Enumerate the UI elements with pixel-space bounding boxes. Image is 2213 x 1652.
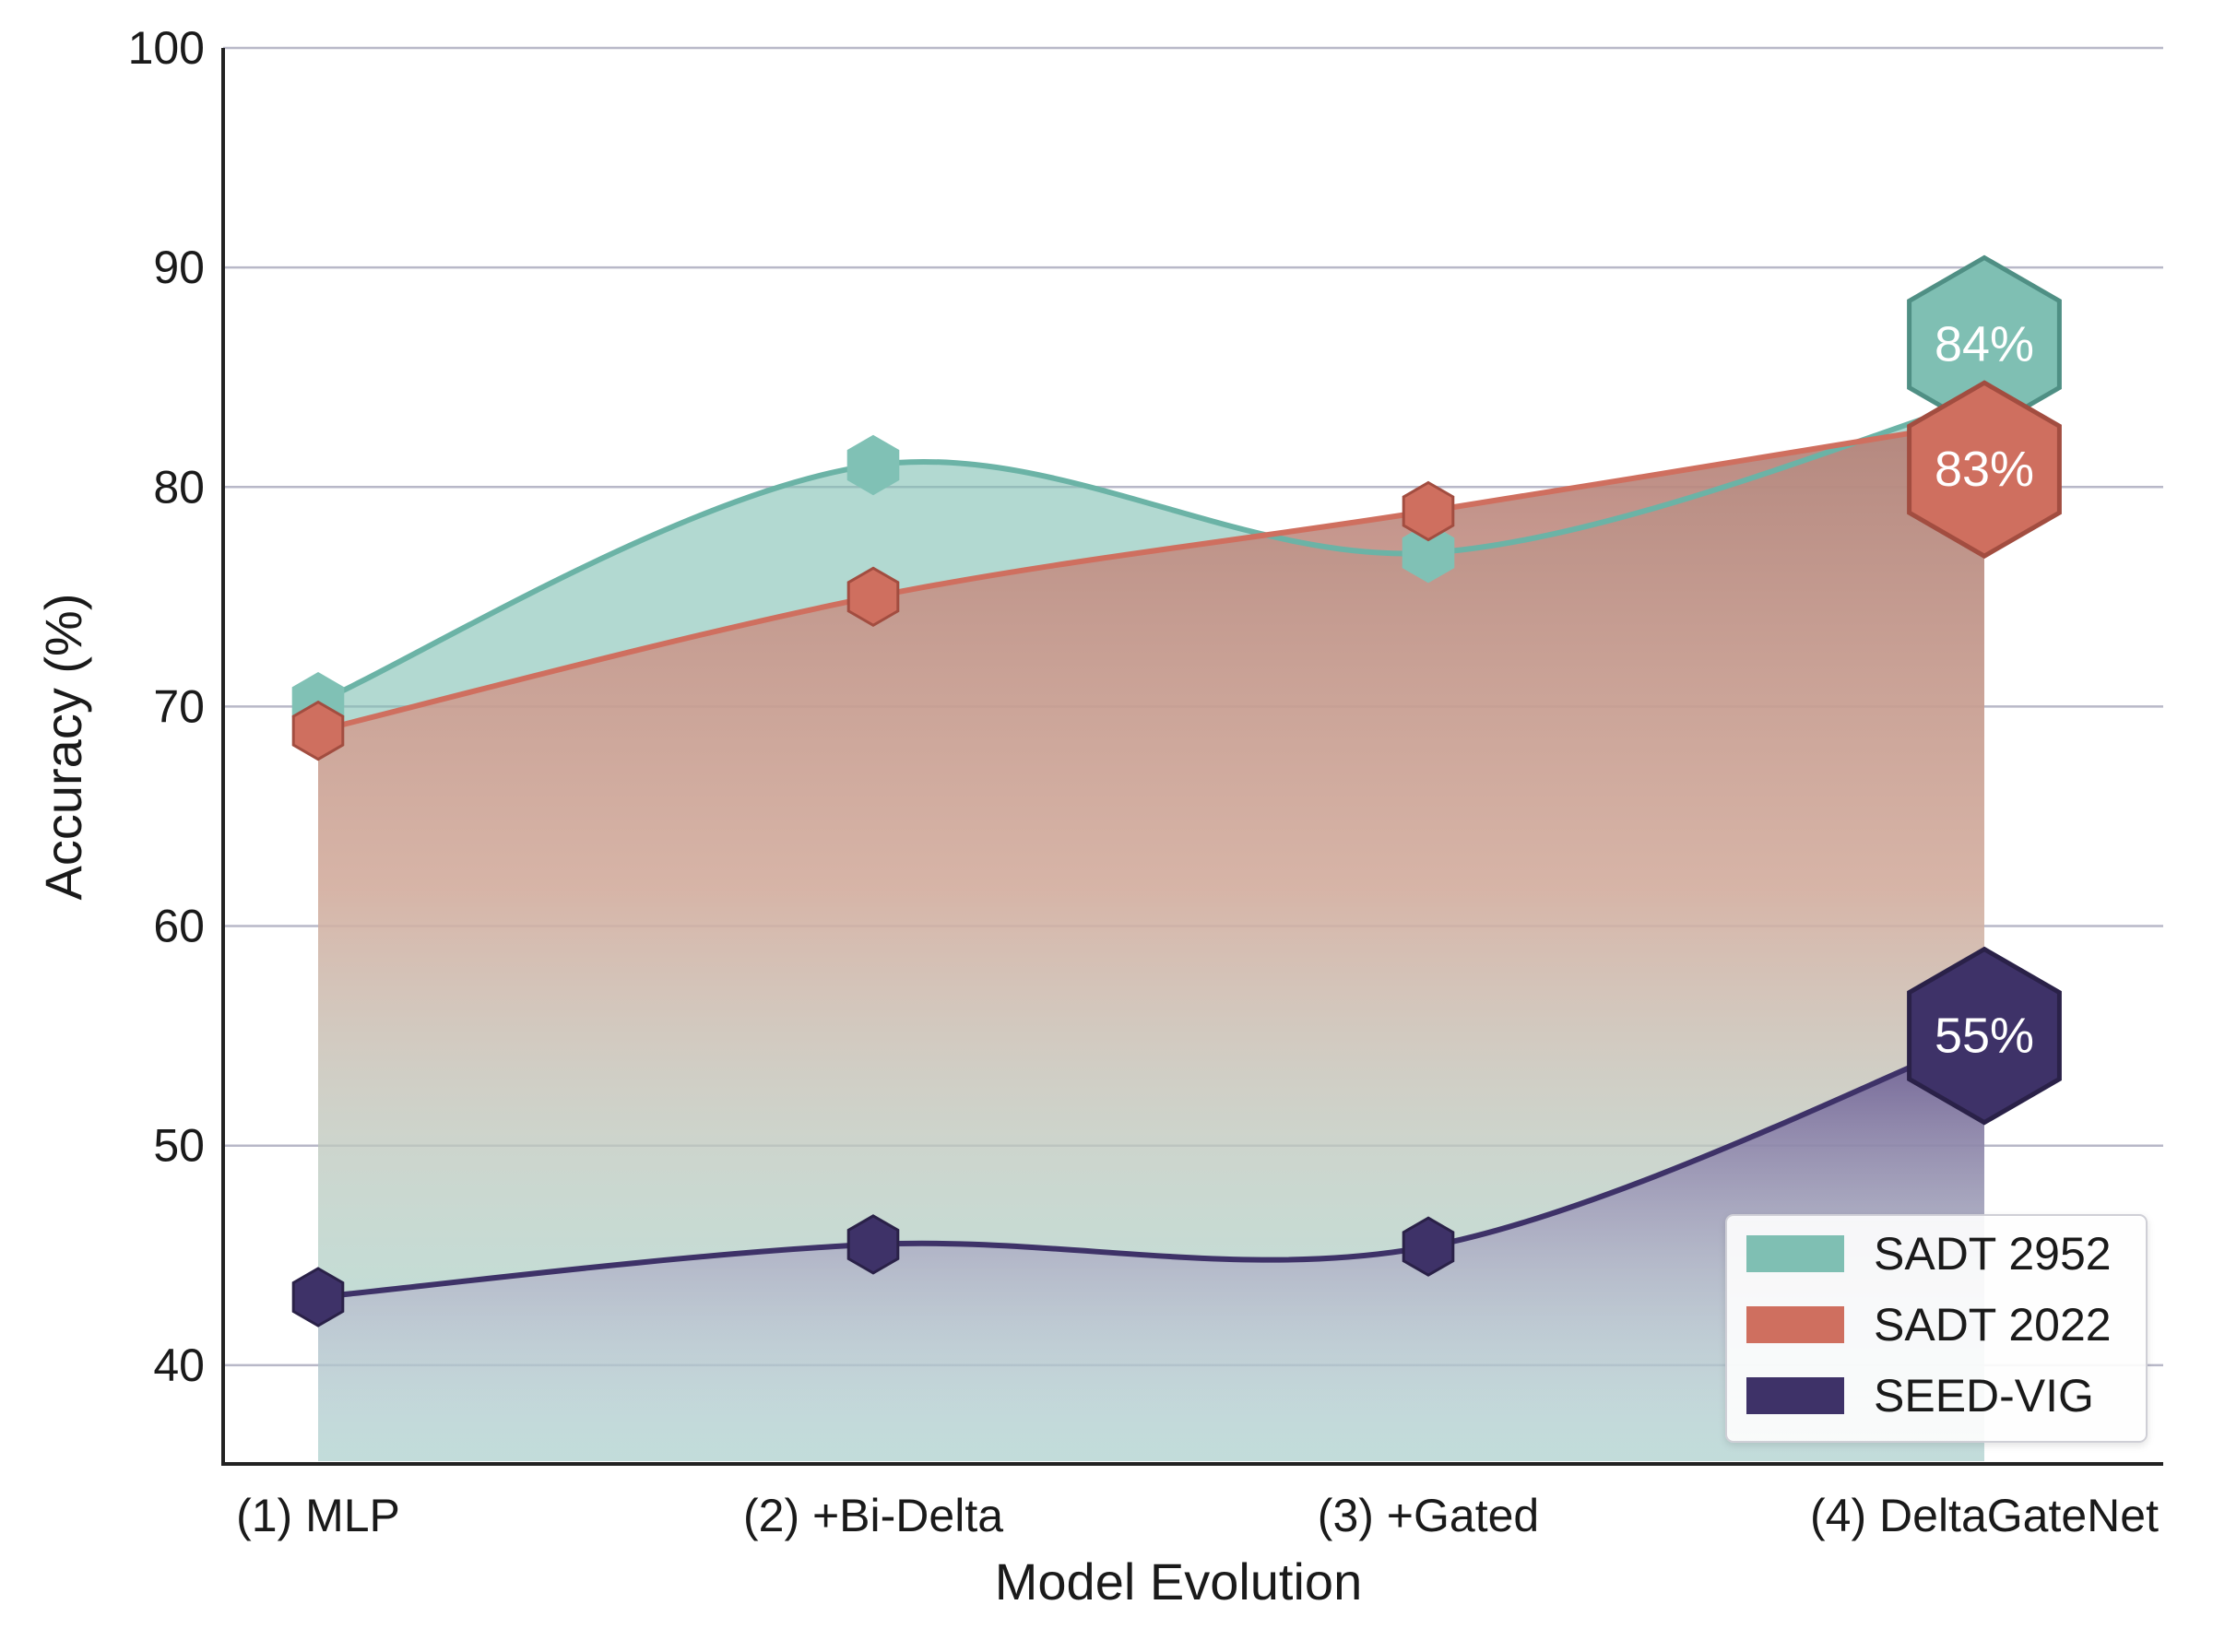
end-value-callouts: 84% 83% 55% bbox=[1907, 254, 2062, 1126]
area-sadt-2022 bbox=[318, 420, 1984, 1462]
callout-seed-vig-hexagon bbox=[1907, 946, 2062, 1126]
legend-swatch bbox=[1746, 1306, 1844, 1343]
y-tick-label: 70 bbox=[153, 680, 205, 732]
y-tick-label: 100 bbox=[128, 22, 205, 74]
y-tick-label: 80 bbox=[153, 461, 205, 513]
y-tick-label: 40 bbox=[153, 1339, 205, 1391]
axes bbox=[221, 48, 2163, 1466]
callout-seed-vig-label: 55% bbox=[1935, 1009, 2034, 1064]
marker-sadt-2952 bbox=[846, 434, 900, 496]
legend-label: SEED-VIG bbox=[1874, 1370, 2094, 1422]
y-axis-title: Accuracy (%) bbox=[34, 594, 92, 901]
callout-sadt-2952-label: 84% bbox=[1935, 316, 2034, 372]
y-tick-label: 90 bbox=[153, 242, 205, 293]
marker-seed-vig bbox=[846, 1214, 900, 1275]
y-tick-labels: 40 50 60 70 80 90 100 bbox=[128, 22, 205, 1391]
callout-sadt-2022-hexagon bbox=[1907, 380, 2062, 560]
legend-label: SADT 2022 bbox=[1874, 1299, 2112, 1351]
y-tick-label: 50 bbox=[153, 1120, 205, 1172]
marker-sadt-2022 bbox=[291, 700, 345, 761]
series-markers bbox=[291, 434, 1455, 1328]
x-tick-labels: (1) MLP (2) +Bi-Delta (3) +Gated (4) DeltaG… bbox=[236, 1490, 2159, 1541]
legend-swatch bbox=[1746, 1377, 1844, 1414]
marker-sadt-2022 bbox=[1402, 480, 1455, 542]
legend-swatch bbox=[1746, 1235, 1844, 1272]
marker-sadt-2022 bbox=[846, 566, 900, 628]
line-seed-vig bbox=[317, 1032, 1986, 1300]
area-seed-vig bbox=[318, 1035, 1984, 1461]
line-sadt-2952 bbox=[316, 396, 1985, 705]
axis-frame bbox=[221, 48, 2163, 1466]
marker-sadt-2952 bbox=[1402, 522, 1455, 584]
x-tick-label: (3) +Gated bbox=[1318, 1490, 1539, 1541]
x-tick-label: (4) DeltaGateNet bbox=[1810, 1490, 2159, 1541]
y-tick-label: 60 bbox=[153, 901, 205, 952]
callout-sadt-2022-label: 83% bbox=[1935, 442, 2034, 497]
line-sadt-2022 bbox=[317, 418, 1985, 734]
series-areas bbox=[318, 399, 1984, 1462]
series-lines bbox=[316, 396, 1986, 1300]
marker-seed-vig bbox=[291, 1267, 345, 1328]
x-axis-title: Model Evolution bbox=[995, 1552, 1362, 1611]
legend: SADT 2952 SADT 2022 SEED-VIG bbox=[1725, 1214, 2148, 1443]
x-tick-label: (2) +Bi-Delta bbox=[743, 1490, 1003, 1541]
x-tick-label: (1) MLP bbox=[236, 1490, 400, 1541]
legend-label: SADT 2952 bbox=[1874, 1228, 2112, 1280]
marker-seed-vig bbox=[1402, 1216, 1455, 1277]
